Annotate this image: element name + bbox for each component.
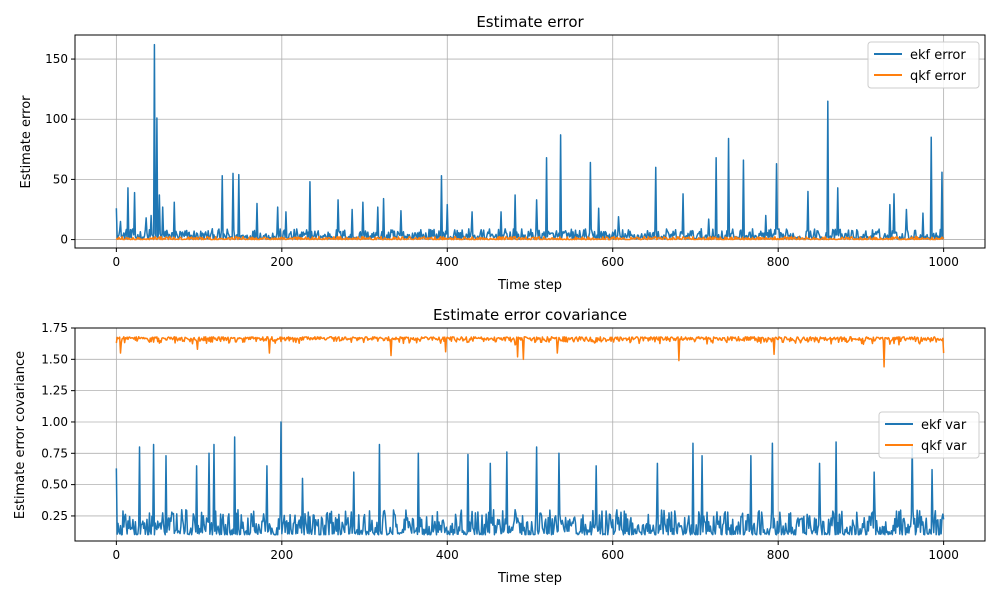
y-axis-label: Estimate error covariance [13,351,28,519]
x-tick-label: 600 [601,255,624,269]
legend-label-ekf-var: ekf var [921,418,967,433]
y-tick-label: 150 [45,52,68,66]
y-tick-label: 1.25 [41,384,68,398]
x-tick-label: 0 [113,548,121,562]
estimate-error-subplot: Estimate error 0 200 400 600 800 1000 0 50 100 1… [19,13,986,293]
series-line-qkf-var [115,336,945,368]
legend: ekf var qkf var [878,411,980,459]
series-line-qkf-error [115,235,945,241]
series-line-ekf-var [115,421,945,536]
x-tick-label: 800 [767,548,790,562]
estimate-error-covariance-subplot: Estimate error covariance 0 200 400 600 800 1… [13,306,986,586]
chart-title: Estimate error [476,13,584,31]
y-tick-label: 1.75 [41,321,68,335]
y-tick-label: 0.25 [41,509,68,523]
y-tick-label: 0 [60,233,68,247]
y-axis-ticks: 0 50 100 150 [45,52,75,247]
series-line-ekf-error [115,43,945,240]
y-axis-ticks: 0.25 0.50 0.75 1.00 1.25 1.50 1.75 [41,321,75,523]
x-axis-ticks: 0 200 400 600 800 1000 [113,541,959,562]
y-tick-label: 100 [45,112,68,126]
legend-label-qkf-error: qkf error [910,69,967,84]
axes-frame [74,327,986,542]
y-tick-label: 1.00 [41,415,68,429]
x-axis-label: Time step [497,278,562,293]
legend-label-ekf-error: ekf error [910,48,966,63]
chart-title: Estimate error covariance [433,306,627,324]
x-axis-ticks: 0 200 400 600 800 1000 [113,248,959,269]
y-tick-label: 1.50 [41,352,68,366]
x-tick-label: 400 [436,548,459,562]
y-tick-label: 0.75 [41,446,68,460]
axes-frame [74,34,986,249]
legend-label-qkf-var: qkf var [921,439,967,454]
legend: ekf error qkf error [867,41,980,89]
x-tick-label: 200 [270,548,293,562]
x-tick-label: 200 [270,255,293,269]
x-axis-label: Time step [497,571,562,586]
x-tick-label: 0 [113,255,121,269]
x-tick-label: 1000 [928,548,959,562]
x-tick-label: 800 [767,255,790,269]
x-tick-label: 400 [436,255,459,269]
plot-lines [115,43,945,241]
plot-lines [115,336,945,536]
y-tick-label: 0.50 [41,478,68,492]
y-tick-label: 50 [53,172,68,186]
y-axis-label: Estimate error [19,95,34,189]
x-tick-label: 1000 [928,255,959,269]
x-tick-label: 600 [601,548,624,562]
